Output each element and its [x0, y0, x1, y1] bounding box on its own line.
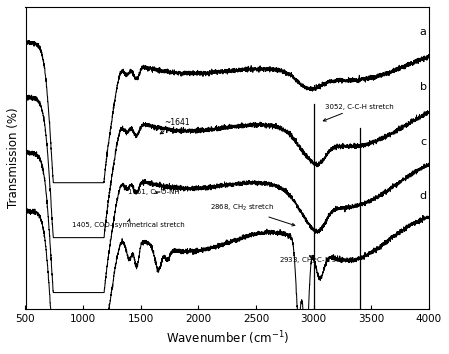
- Text: d: d: [419, 192, 427, 201]
- Text: 3052, C-C-H stretch: 3052, C-C-H stretch: [323, 104, 394, 121]
- Text: c: c: [421, 137, 427, 147]
- X-axis label: Wavenumber (cm$^{-1}$): Wavenumber (cm$^{-1}$): [166, 330, 289, 347]
- Text: ~1641: ~1641: [160, 118, 189, 134]
- Y-axis label: Transmission (%): Transmission (%): [7, 108, 20, 208]
- Text: a: a: [420, 27, 427, 37]
- Text: b: b: [420, 81, 427, 92]
- Text: 2868, CH$_2$ stretch: 2868, CH$_2$ stretch: [210, 203, 295, 226]
- Text: 1405, COO- symmetrical stretch: 1405, COO- symmetrical stretch: [71, 219, 185, 228]
- Text: 2933, CH$_2$ C-H stretch: 2933, CH$_2$ C-H stretch: [279, 255, 358, 266]
- Text: 1651, C=O-NH: 1651, C=O-NH: [128, 189, 180, 195]
